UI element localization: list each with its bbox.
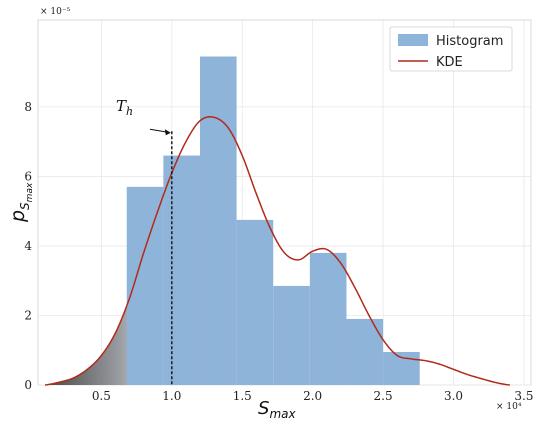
x-tick-label: 3.5 (514, 389, 533, 403)
y-tick-label: 2 (24, 308, 32, 322)
histogram-bar (199, 56, 237, 385)
histogram-bar (273, 285, 310, 385)
x-tick-label: 1.0 (162, 389, 181, 403)
y-tick-labels: 0 2 4 6 8 (24, 100, 32, 392)
x-tick-label: 2.5 (374, 389, 393, 403)
y-tick-label: 6 (24, 169, 32, 183)
histogram-bar (309, 252, 347, 385)
x-axis-label: Smax (258, 398, 296, 421)
x-tick-label: 2.0 (303, 389, 322, 403)
x-multiplier: × 10⁴ (496, 402, 522, 412)
y-tick-label: 4 (24, 239, 32, 253)
x-tick-labels: 0.5 1.0 1.5 2.0 2.5 3.0 3.5 (92, 389, 534, 403)
x-tick-label: 3.0 (444, 389, 463, 403)
y-axis-label: pSmax (7, 182, 35, 223)
x-tick-label: 0.5 (92, 389, 111, 403)
kde-curve (44, 116, 510, 386)
threshold-label: Th (116, 97, 133, 118)
legend-kde-label: KDE (436, 55, 463, 70)
threshold-arrow (149, 128, 168, 133)
histogram-bar (346, 318, 384, 385)
threshold-marker (149, 128, 173, 385)
histogram-bar (126, 186, 164, 385)
legend: Histogram KDE (389, 26, 513, 72)
kde-line (44, 116, 510, 386)
y-multiplier: × 10⁻⁵ (40, 7, 71, 17)
x-tick-label: 1.5 (233, 389, 252, 403)
y-tick-label: 8 (24, 100, 32, 114)
histogram-bar (236, 219, 274, 385)
legend-histogram-label: Histogram (436, 34, 503, 49)
threshold-arrowhead (164, 129, 171, 136)
histogram-bar (163, 155, 200, 385)
y-tick-label: 0 (24, 378, 32, 392)
legend-histogram-swatch (398, 34, 428, 46)
